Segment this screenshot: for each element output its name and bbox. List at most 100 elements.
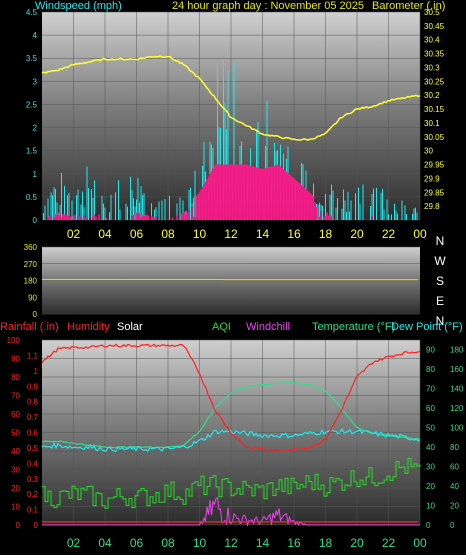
direction-tick-label: 0 [33,310,38,319]
left-tick-label: 1 [33,170,38,179]
x-tick-label: 00 [413,536,427,550]
barometer-line [41,55,421,142]
right-tick-label: 30.05 [424,133,445,142]
right-tick-label: 29.8 [424,202,440,211]
rain-tick-label: 0.4 [27,459,39,468]
humidity-tick-label: 10 [11,503,20,512]
temp-tick-label: 50 [426,424,435,433]
left-tick-label: 4.5 [26,8,38,17]
legend-humidity: Humidity [67,321,110,333]
humidity-tick-label: 60 [11,410,20,419]
temp-tick-label: 40 [426,443,435,452]
rain-tick-label: 0.9 [27,382,39,391]
compass-label: N [436,234,445,248]
left-tick-label: 2.5 [26,100,38,109]
right-tick-label: 29.95 [424,161,445,170]
wind-barometer-panel: 0 0.5 1 1.5 2 2.5 3 3.5 4 4.5 29.8 29.85 29.9 29.95 30… [26,8,445,241]
x-tick-label: 06 [130,227,144,241]
aqi-tick-label: 20 [450,502,459,511]
rain-tick-label: 0.5 [27,444,39,453]
humidity-tick-label: 70 [11,392,20,401]
x-tick-label: 14 [256,227,270,241]
x-tick-label: 04 [98,536,112,550]
x-tick-label: 08 [161,227,175,241]
temperature-line [41,381,421,449]
rain-tick-label: 0.6 [27,429,39,438]
rain-tick-label: 0.3 [27,475,39,484]
left-tick-label: 0 [33,216,38,225]
compass-label: S [436,274,444,288]
direction-tick-label: 270 [24,260,38,269]
left-tick-label: 4 [33,31,38,40]
x-tick-label: 06 [130,536,144,550]
x-tick-label: 00 [413,227,427,241]
right-tick-label: 30.35 [424,50,445,59]
x-tick-label: 08 [161,536,175,550]
x-tick-label: 18 [319,227,333,241]
legend-temperature: Temperature (°F) [312,321,396,333]
humidity-tick-label: 30 [11,466,20,475]
x-tick-label: 02 [67,227,81,241]
left-tick-label: 2 [33,124,38,133]
x-tick-label: 02 [67,536,81,550]
aqi-tick-label: 0 [450,521,455,530]
aqi-tick-label: 140 [450,385,464,394]
left-tick-label: 3.5 [26,54,38,63]
rain-tick-label: 0 [34,521,39,530]
left-tick-label: 1.5 [26,147,38,156]
left-tick-label: 3 [33,77,38,86]
right-tick-label: 30.45 [424,22,445,31]
humidity-tick-label: 100 [7,336,21,345]
right-tick-label: 30.25 [424,77,445,86]
barometer-axis-title: Barometer (.in) [372,0,446,12]
humidity-tick-label: 50 [11,429,20,438]
rain-tick-label: 0.8 [27,398,39,407]
right-tick-label: 29.85 [424,188,445,197]
right-tick-label: 30.2 [424,91,440,100]
windspeed-axis-title: Windspeed (mph) [35,0,122,12]
humidity-tick-label: 20 [11,484,20,493]
humidity-tick-label: 40 [11,447,20,456]
x-tick-label: 16 [287,227,301,241]
temp-tick-label: 10 [426,502,435,511]
temp-tick-label: 80 [426,365,435,374]
rain-tick-label: 1.1 [27,351,39,360]
windchill-line [42,497,420,527]
compass-label: W [434,254,446,268]
aqi-tick-label: 180 [450,346,464,355]
right-tick-label: 30.4 [424,36,440,45]
aqi-tick-label: 80 [450,443,459,452]
x-tick-label: 12 [224,536,238,550]
compass-label: N [436,314,445,328]
chart-title: 24 hour graph day : November 05 2025 [172,0,365,12]
x-tick-label: 10 [193,536,207,550]
aqi-tick-label: 100 [450,424,464,433]
aqi-tick-label: 40 [450,482,459,491]
rain-tick-label: 0.1 [27,506,39,515]
legend-windchill: Windchill [246,321,291,333]
rain-tick-label: 1 [34,367,39,376]
right-tick-label: 30.3 [424,63,440,72]
dewpoint-line [41,427,421,452]
direction-tick-label: 90 [28,293,37,302]
aqi-line [42,457,421,509]
x-tick-label: 04 [98,227,112,241]
aqi-tick-label: 160 [450,365,464,374]
rain-tick-label: 0.7 [27,413,39,422]
aqi-tick-label: 60 [450,463,459,472]
x-tick-label: 20 [350,227,364,241]
legend-solar: Solar [117,321,143,333]
direction-tick-label: 360 [24,243,38,252]
temp-tick-label: 70 [426,385,435,394]
right-tick-label: 30.5 [424,8,440,17]
x-tick-label: 12 [224,227,238,241]
x-tick-label: 10 [193,227,207,241]
legend-rainfall: Rainfall (.in) [0,321,59,333]
x-tick-label: 14 [256,536,270,550]
right-tick-label: 30 [424,147,433,156]
humidity-tick-label: 80 [11,373,20,382]
aqi-tick-label: 120 [450,404,464,413]
humidity-tick-label: 90 [11,355,20,364]
